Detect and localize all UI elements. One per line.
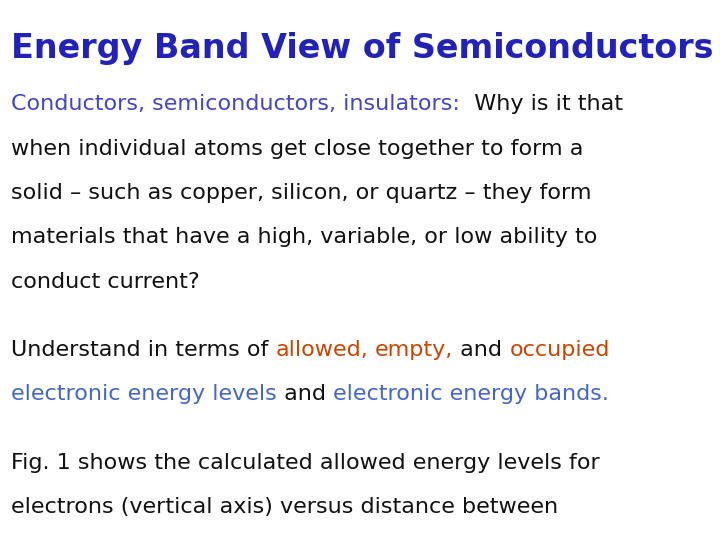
Text: Energy Band View of Semiconductors: Energy Band View of Semiconductors [11, 32, 714, 65]
Text: Understand in terms of: Understand in terms of [11, 340, 275, 360]
Text: electronic energy bands.: electronic energy bands. [333, 384, 608, 404]
Text: electrons (vertical axis) versus distance between: electrons (vertical axis) versus distanc… [11, 497, 558, 517]
Text: conduct current?: conduct current? [11, 272, 199, 292]
Text: Conductors, semiconductors, insulators:: Conductors, semiconductors, insulators: [11, 94, 459, 114]
Text: solid – such as copper, silicon, or quartz – they form: solid – such as copper, silicon, or quar… [11, 183, 591, 203]
Text: and: and [454, 340, 510, 360]
Text: materials that have a high, variable, or low ability to: materials that have a high, variable, or… [11, 227, 597, 247]
Text: occupied: occupied [510, 340, 610, 360]
Text: electronic energy levels: electronic energy levels [11, 384, 276, 404]
Text: allowed,: allowed, [275, 340, 368, 360]
Text: Fig. 1 shows the calculated allowed energy levels for: Fig. 1 shows the calculated allowed ener… [11, 453, 600, 473]
Text: Why is it that: Why is it that [459, 94, 623, 114]
Text: empty,: empty, [375, 340, 454, 360]
Text: and: and [276, 384, 333, 404]
Text: when individual atoms get close together to form a: when individual atoms get close together… [11, 139, 583, 159]
